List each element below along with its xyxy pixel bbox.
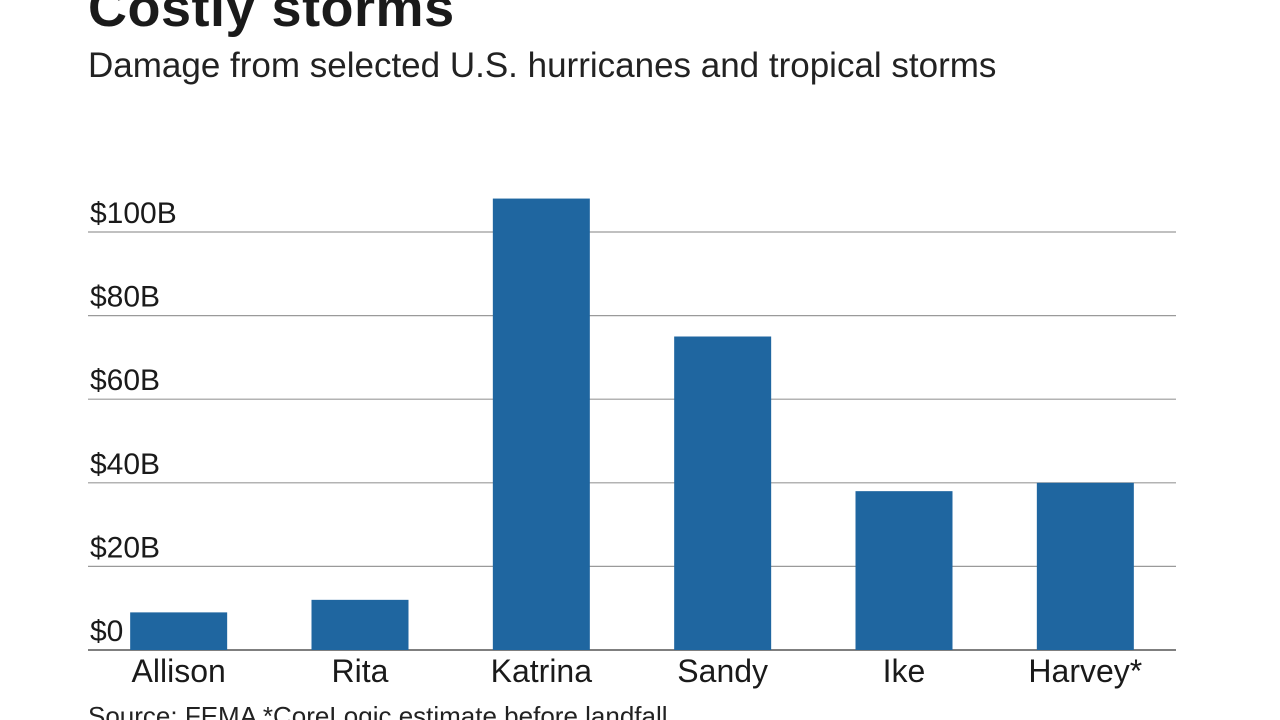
- source-note: Source: FEMA *CoreLogic estimate before …: [88, 701, 668, 720]
- chart-subtitle: Damage from selected U.S. hurricanes and…: [88, 46, 997, 85]
- x-category-labels: Allison Rita Katrina Sandy Ike Harvey*: [132, 653, 1143, 689]
- y-tick-labels: $0 $20B $40B $60B $80B $100B: [90, 197, 177, 648]
- bar-rita: [311, 599, 409, 650]
- bar-sandy: [674, 336, 772, 650]
- y-tick-label: $20B: [90, 531, 160, 564]
- x-category-label: Rita: [332, 653, 389, 689]
- bars: [130, 198, 1134, 650]
- x-category-label: Sandy: [677, 653, 768, 689]
- chart-title: Costly storms: [88, 0, 455, 38]
- bar-katrina: [492, 198, 590, 650]
- x-category-label: Harvey*: [1028, 653, 1142, 689]
- bar-harvey: [1036, 482, 1134, 650]
- y-tick-label: $80B: [90, 281, 160, 314]
- x-category-label: Katrina: [491, 653, 593, 689]
- y-tick-label: $40B: [90, 448, 160, 481]
- y-tick-label: $100B: [90, 197, 177, 230]
- y-tick-label: $0: [90, 615, 123, 648]
- bar-ike: [855, 491, 953, 650]
- y-tick-label: $60B: [90, 364, 160, 397]
- x-category-label: Ike: [883, 653, 926, 689]
- gridlines: [88, 231, 1176, 651]
- x-category-label: Allison: [132, 653, 226, 689]
- bar-allison: [130, 612, 228, 650]
